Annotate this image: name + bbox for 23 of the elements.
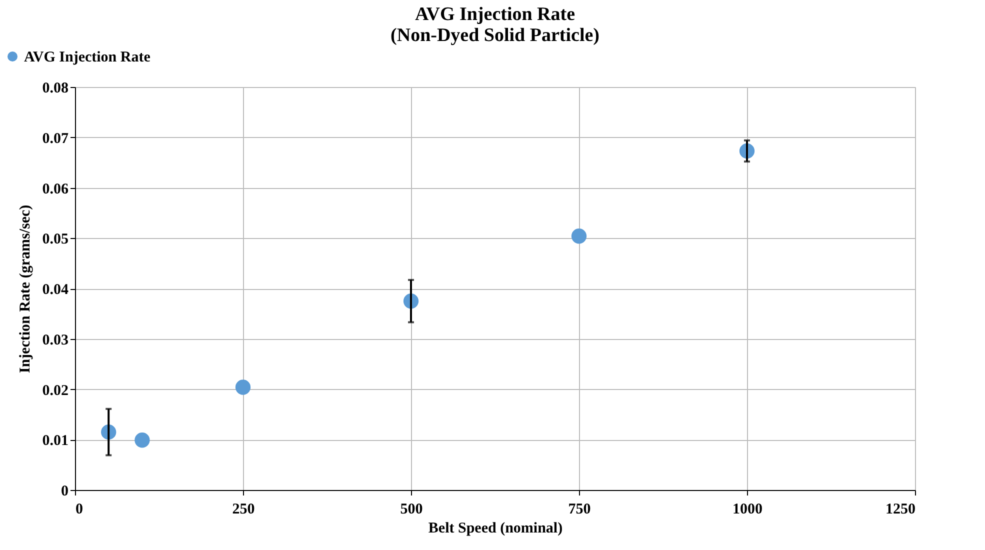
y-axis-title: Injection Rate (grams/sec) (17, 204, 34, 374)
x-axis-title: Belt Speed (nominal) (428, 520, 563, 536)
y-tick-label: 0.02 (42, 382, 68, 399)
y-tick-label: 0.08 (42, 80, 68, 96)
y-tick-label: 0.01 (42, 433, 68, 450)
text: (Non-Dyed Solid Particle) (390, 25, 600, 46)
y-tick-label: 0.05 (42, 232, 68, 248)
y-tick-label: 0.03 (42, 332, 68, 348)
x-tick-label: 1000 (732, 502, 762, 518)
y-tick-label: 0 (61, 484, 68, 500)
legend-label: AVG Injection Rate (24, 50, 151, 66)
x-tick-label: 250 (232, 502, 255, 518)
y-tick-label: 0.06 (42, 181, 69, 198)
y-tick-label: 0.07 (42, 130, 69, 147)
text: AVG Injection Rate (414, 4, 576, 25)
point (235, 380, 251, 395)
x-tick-label: 1250 (886, 502, 916, 518)
point (134, 432, 150, 448)
x-tick-label: 500 (400, 502, 423, 518)
point (571, 228, 587, 244)
x-tick-label: 750 (568, 502, 591, 518)
y-tick-label: 0.04 (42, 282, 69, 298)
x-tick-label: 0 (76, 502, 83, 518)
